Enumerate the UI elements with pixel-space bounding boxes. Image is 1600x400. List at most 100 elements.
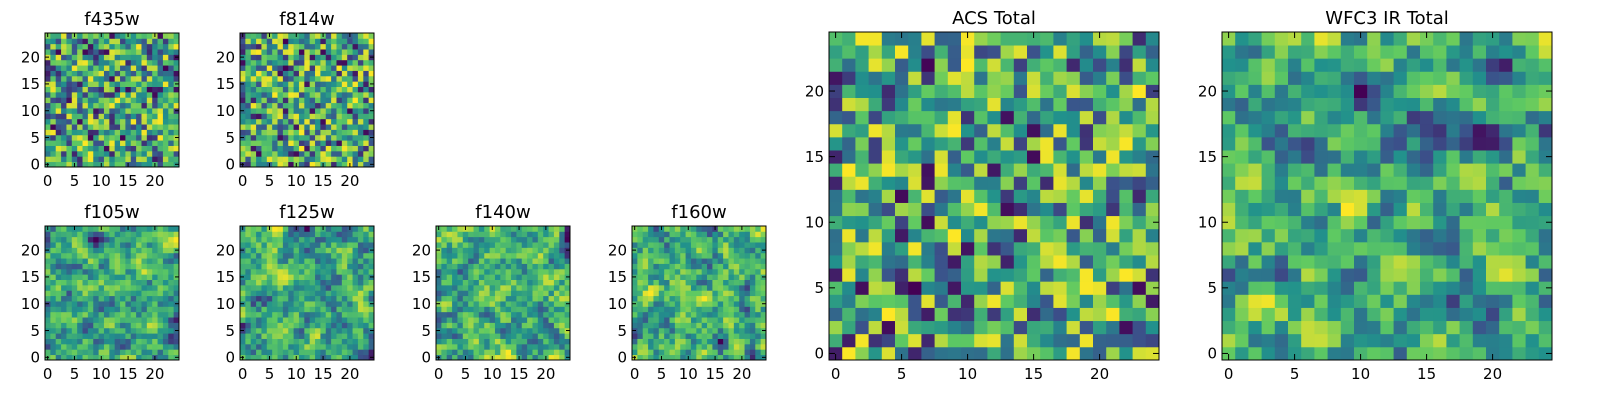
heatmap-cell bbox=[680, 263, 686, 270]
heatmap-cell bbox=[1027, 136, 1041, 151]
heatmap-cell bbox=[309, 322, 316, 329]
heatmap-cell bbox=[141, 33, 148, 39]
heatmap-cell bbox=[632, 343, 638, 350]
heatmap-cell bbox=[282, 279, 289, 286]
heatmap-cell bbox=[1538, 228, 1553, 243]
heatmap-cell bbox=[250, 102, 257, 109]
heatmap-cell bbox=[987, 136, 1001, 151]
heatmap-cell bbox=[527, 311, 533, 318]
heatmap-cell bbox=[1393, 268, 1408, 282]
heatmap-cell bbox=[114, 150, 121, 157]
heatmap-cell bbox=[55, 38, 62, 45]
heatmap-cell bbox=[77, 226, 83, 232]
heatmap-cell bbox=[98, 338, 105, 345]
heatmap-cell bbox=[277, 134, 284, 141]
heatmap-cell bbox=[66, 284, 73, 291]
heatmap-cell bbox=[653, 338, 660, 345]
heatmap-cell bbox=[336, 113, 343, 120]
heatmap-cell bbox=[717, 322, 724, 329]
heatmap-cell bbox=[114, 134, 121, 141]
heatmap-cell bbox=[157, 145, 164, 152]
heatmap-cell bbox=[331, 134, 337, 141]
heatmap-cell bbox=[457, 279, 464, 286]
heatmap-cell bbox=[532, 279, 539, 286]
heatmap-cell bbox=[1274, 333, 1289, 348]
heatmap-cell bbox=[723, 322, 729, 329]
heatmap-cell bbox=[690, 279, 697, 286]
heatmap-cell bbox=[468, 354, 474, 361]
heatmap-cell bbox=[77, 354, 83, 361]
heatmap-cell bbox=[712, 263, 719, 270]
heatmap-cell bbox=[336, 354, 343, 361]
heatmap-cell bbox=[61, 91, 67, 98]
heatmap-cell bbox=[82, 247, 89, 254]
heatmap-cell bbox=[728, 338, 735, 345]
heatmap-cell bbox=[1066, 281, 1081, 295]
heatmap-cell bbox=[755, 338, 762, 345]
heatmap-cell bbox=[336, 124, 343, 130]
heatmap-cell bbox=[357, 279, 364, 286]
heatmap-cell bbox=[484, 333, 490, 339]
heatmap-cell bbox=[357, 284, 364, 291]
heatmap-cell bbox=[82, 268, 89, 275]
heatmap-cell bbox=[468, 242, 474, 248]
x-tick-label: 10 bbox=[287, 172, 306, 190]
heatmap-cell bbox=[261, 134, 268, 141]
heatmap-cell bbox=[98, 242, 105, 248]
heatmap-cell bbox=[50, 97, 57, 104]
heatmap-cell bbox=[341, 150, 348, 157]
heatmap-cell bbox=[282, 145, 289, 152]
heatmap-cell bbox=[245, 279, 252, 286]
heatmap-cell bbox=[152, 97, 158, 104]
heatmap-cell bbox=[120, 49, 126, 55]
heatmap-cell bbox=[961, 202, 975, 217]
heatmap-cell bbox=[921, 136, 935, 151]
heatmap-cell bbox=[250, 242, 257, 248]
heatmap-cell bbox=[1472, 241, 1487, 256]
heatmap-cell bbox=[103, 49, 110, 55]
heatmap-cell bbox=[315, 247, 321, 254]
heatmap-cell bbox=[559, 338, 566, 345]
heatmap-cell bbox=[261, 231, 268, 238]
heatmap-cell bbox=[760, 290, 767, 297]
heatmap-cell bbox=[120, 263, 126, 270]
heatmap-cell bbox=[701, 338, 708, 345]
heatmap-cell bbox=[842, 58, 856, 72]
heatmap-cell bbox=[282, 284, 289, 291]
heatmap-cell bbox=[173, 322, 180, 329]
heatmap-cell bbox=[66, 274, 73, 280]
heatmap-cell bbox=[315, 290, 321, 297]
heatmap-cell bbox=[152, 349, 158, 356]
heatmap-cell bbox=[320, 75, 327, 82]
heatmap-cell bbox=[266, 333, 273, 339]
heatmap-cell bbox=[484, 343, 490, 350]
heatmap-cell bbox=[462, 295, 469, 302]
heatmap-cell bbox=[1486, 281, 1500, 295]
heatmap-cell bbox=[1145, 84, 1160, 98]
heatmap-cell bbox=[680, 333, 686, 339]
heatmap-cell bbox=[357, 75, 364, 82]
heatmap-cell bbox=[157, 113, 164, 120]
heatmap-cell bbox=[462, 284, 469, 291]
heatmap-cell bbox=[441, 242, 448, 248]
heatmap-cell bbox=[934, 241, 949, 256]
heatmap-cell bbox=[1145, 32, 1160, 46]
heatmap-cell bbox=[505, 317, 512, 323]
heatmap-cell bbox=[1000, 202, 1015, 217]
heatmap-cell bbox=[320, 129, 327, 136]
chart-title: f160w bbox=[671, 202, 726, 223]
heatmap-cell bbox=[505, 263, 512, 270]
heatmap-cell bbox=[489, 231, 496, 238]
heatmap-cell bbox=[71, 97, 78, 104]
heatmap-cell bbox=[336, 247, 343, 254]
heatmap-cell bbox=[1066, 333, 1081, 348]
heatmap-cell bbox=[559, 354, 566, 361]
heatmap-cell bbox=[357, 317, 364, 323]
heatmap-cell bbox=[93, 81, 99, 87]
heatmap-cell bbox=[543, 322, 549, 329]
heatmap-cell bbox=[749, 242, 756, 248]
heatmap-cell bbox=[77, 65, 83, 71]
heatmap-cell bbox=[1066, 294, 1081, 308]
heatmap-cell bbox=[98, 274, 105, 280]
heatmap-cell bbox=[352, 54, 359, 61]
